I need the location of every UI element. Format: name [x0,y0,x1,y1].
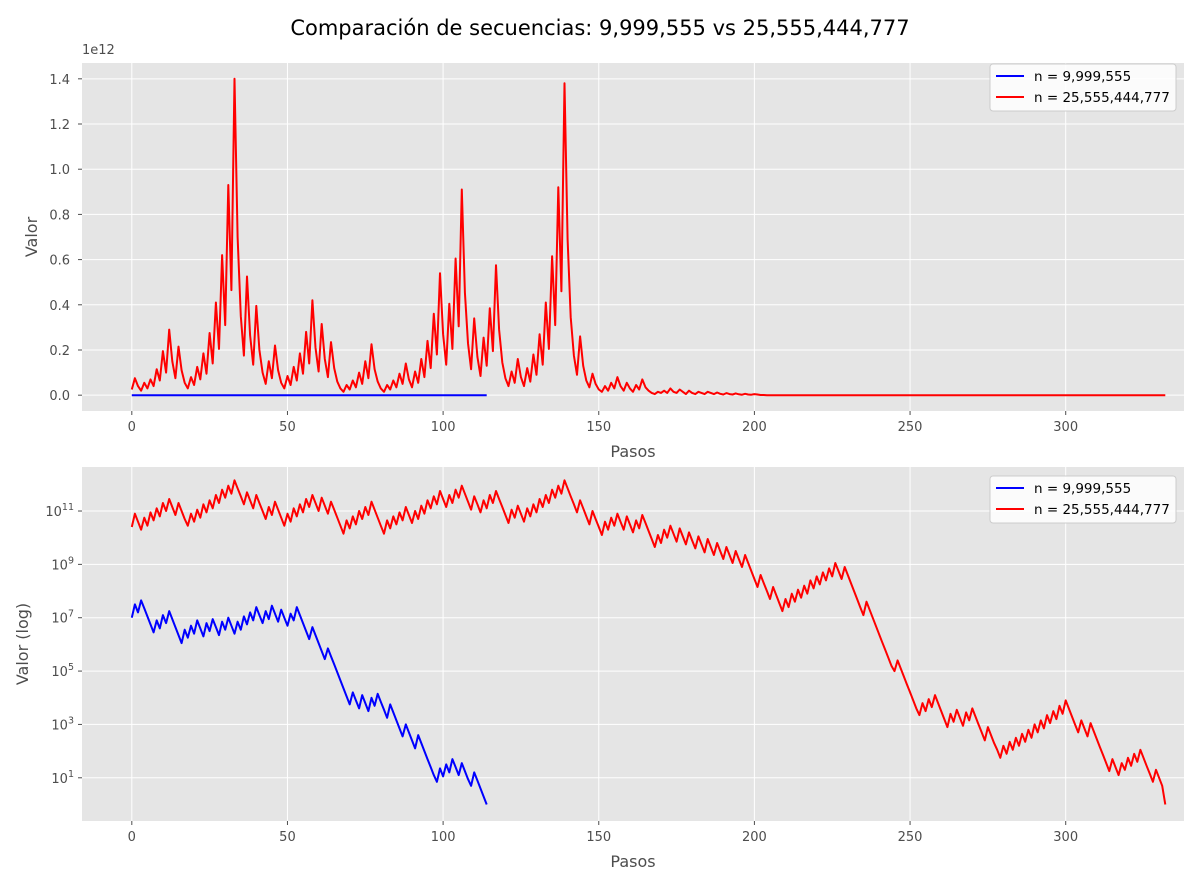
legend-entry: n = 9,999,555 [1034,69,1131,85]
y-tick-label: 0.4 [49,299,70,314]
x-tick-label: 250 [898,830,923,845]
legend-box [989,63,1177,112]
x-tick-label: 50 [279,830,296,845]
axis-offset-label: 1e12 [82,43,115,58]
series-line-b [130,77,1166,397]
legend-entry: n = 9,999,555 [1034,481,1131,497]
y-tick-label: 101 [51,769,74,787]
y-tick-label: 107 [51,609,74,627]
plot-area [82,63,1184,411]
y-tick-label: 105 [51,662,74,680]
x-tick-label: 200 [742,830,767,845]
x-tick-label: 150 [586,830,611,845]
y-tick-label: 0.8 [49,208,70,223]
y-tick-label: 0.2 [49,344,70,359]
x-tick-label: 100 [431,420,456,435]
series-line-a [130,599,488,805]
x-axis-label: Pasos [610,442,655,461]
figure-title: Comparación de secuencias: 9,999,555 vs … [290,16,909,40]
y-axis-label: Valor (log) [13,603,32,685]
legend-entry: n = 25,555,444,777 [1034,90,1170,106]
legend: n = 9,999,555 n = 25,555,444,777 [989,63,1177,112]
y-tick-label: 1011 [45,502,74,520]
y-tick-label: 1.2 [49,118,70,133]
series-group [130,479,1167,805]
tick-labels: 0 50 100 150 200 250 300 101 103 105 107 109 1011 [45,502,1078,845]
legend-box [989,475,1177,524]
log-plot: 0 50 100 150 200 250 300 101 103 105 107 109 1011 Pas… [13,467,1184,871]
y-tick-label: 1.0 [49,163,70,178]
legend-entry: n = 25,555,444,777 [1034,502,1170,518]
y-tick-label: 103 [51,715,74,733]
plot-area [82,467,1184,821]
x-tick-label: 200 [742,420,767,435]
x-tick-label: 300 [1053,830,1078,845]
y-tick-label: 109 [51,555,74,573]
x-tick-label: 100 [431,830,456,845]
series-group [130,77,1166,397]
x-tick-label: 300 [1053,420,1078,435]
tick-labels: 0 50 100 150 200 250 300 0.0 0.2 0.4 0.6 0.8 1.0 1.2 1… [49,73,1078,435]
x-tick-label: 150 [586,420,611,435]
series-line-b [130,479,1167,805]
y-tick-label: 1.4 [49,73,70,88]
x-tick-label: 50 [279,420,296,435]
x-axis-label: Pasos [610,852,655,871]
legend: n = 9,999,555 n = 25,555,444,777 [989,475,1177,524]
y-tick-label: 0.0 [49,389,70,404]
y-tick-label: 0.6 [49,254,70,269]
linear-plot: 0 50 100 150 200 250 300 0.0 0.2 0.4 0.6 0.8 1.0 1.2 1… [22,43,1184,461]
x-tick-label: 250 [898,420,923,435]
y-axis-label: Valor [22,216,41,257]
x-tick-label: 0 [128,830,136,845]
gridlines [82,467,1184,821]
x-tick-label: 0 [128,420,136,435]
